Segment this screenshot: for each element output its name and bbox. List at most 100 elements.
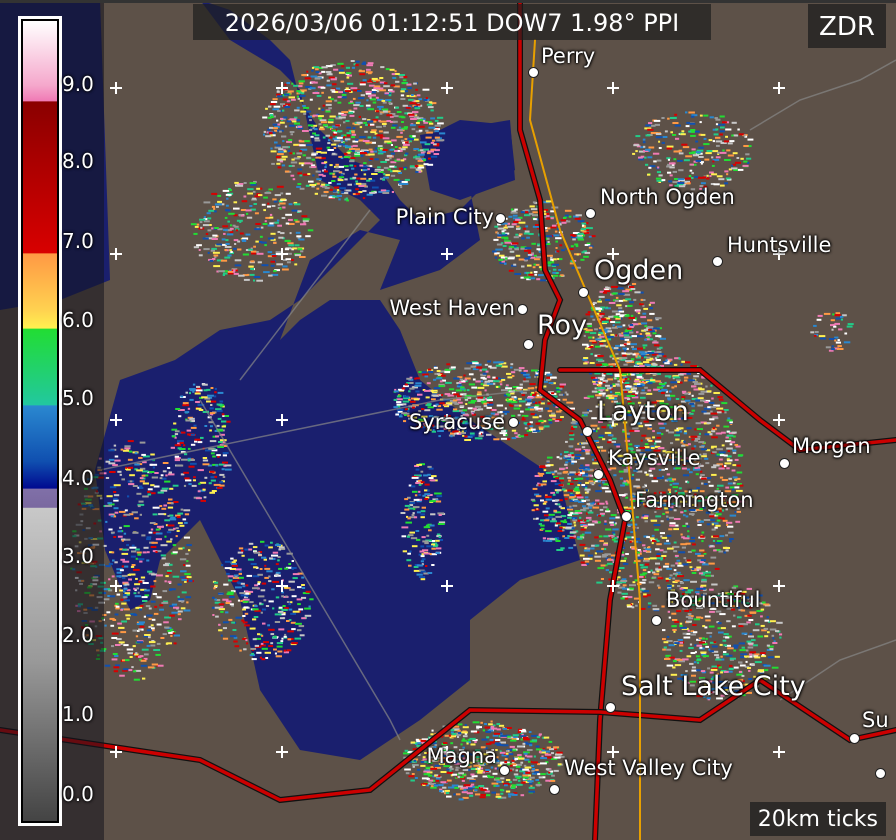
radar-gate [141,453,146,456]
radar-gate [671,502,676,505]
radar-gate [682,474,690,477]
radar-gate [496,386,499,388]
radar-gate [558,393,564,396]
radar-gate [567,535,570,537]
radar-gate [685,155,693,158]
radar-gate [400,88,407,91]
radar-gate [434,492,439,495]
radar-gate [626,361,630,364]
radar-gate [321,91,324,94]
radar-gate [155,653,161,656]
radar-gate [730,504,735,507]
radar-gate [464,435,468,438]
radar-gate [272,607,275,610]
radar-gate [134,589,137,592]
radar-gate [398,182,405,185]
radar-gate [404,414,407,416]
radar-gate [594,536,599,539]
radar-gate [722,499,725,502]
radar-gate [525,376,531,379]
radar-gate [685,542,691,545]
radar-gate [438,425,446,428]
radar-gate [112,653,118,655]
radar-gate [632,152,636,155]
radar-gate [404,508,410,511]
radar-gate [527,387,534,390]
radar-gate [436,143,440,146]
radar-gate [183,509,191,512]
radar-gate [346,151,351,154]
radar-gate [552,517,556,520]
radar-gate [613,533,616,536]
radar-gate [681,396,686,399]
radar-gate [131,544,135,547]
radar-gate [120,558,125,561]
radar-gate [707,431,711,434]
radar-gate [360,149,368,152]
radar-gate [716,407,724,410]
radar-gate [578,482,582,485]
radar-gate [185,552,189,555]
radar-gate [296,598,303,601]
radar-gate [725,177,731,180]
radar-gate [205,233,209,235]
radar-gate [217,228,223,231]
radar-gate [511,375,515,377]
radar-gate [396,128,403,131]
radar-gate [295,220,300,223]
radar-gate [703,137,707,140]
radar-gate [711,445,717,448]
radar-gate [341,93,347,96]
radar-gate [164,616,171,619]
radar-gate [642,499,646,502]
radar-gate [631,536,636,539]
radar-gate [214,601,221,604]
radar-gate [729,421,733,424]
radar-gate [575,454,582,456]
radar-gate [314,134,320,137]
radar-gate [341,91,347,94]
radar-gate [589,410,593,413]
radar-gate [735,520,741,523]
radar-gate [404,178,410,181]
radar-gate [232,629,237,631]
radar-gate [494,225,499,228]
radar-gate [430,109,434,112]
radar-gate [439,132,446,135]
radar-gate [397,180,404,183]
radar-gate [618,494,626,497]
radar-gate [377,149,383,152]
radar-gate [298,85,303,88]
radar-gate [281,155,288,158]
radar-gate [582,234,585,237]
radar-gate [234,243,237,245]
radar-gate [318,107,321,110]
radar-gate [677,178,685,181]
radar-gate [607,558,612,561]
radar-gate [291,560,294,562]
radar-gate [508,215,513,218]
radar-gate [222,598,229,601]
radar-gate [423,389,431,392]
radar-gate [697,554,705,557]
radar-gate [524,230,530,233]
radar-gate [704,483,708,485]
radar-gate [367,120,374,123]
radar-gate [494,423,498,426]
radar-gate [658,147,662,149]
radar-gate [303,112,307,115]
radar-gate [411,545,418,548]
radar-gate [335,136,338,139]
radar-gate [431,430,436,433]
radar-gate [163,513,167,516]
radar-gate [215,599,221,601]
radar-gate [436,408,443,411]
radar-gate [405,152,409,155]
radar-gate [605,490,612,493]
radar-gate [362,168,368,171]
radar-gate [602,394,605,397]
radar-gate [214,256,217,258]
radar-gate [711,397,714,400]
radar-gate [283,586,289,589]
radar-gate [633,413,639,416]
